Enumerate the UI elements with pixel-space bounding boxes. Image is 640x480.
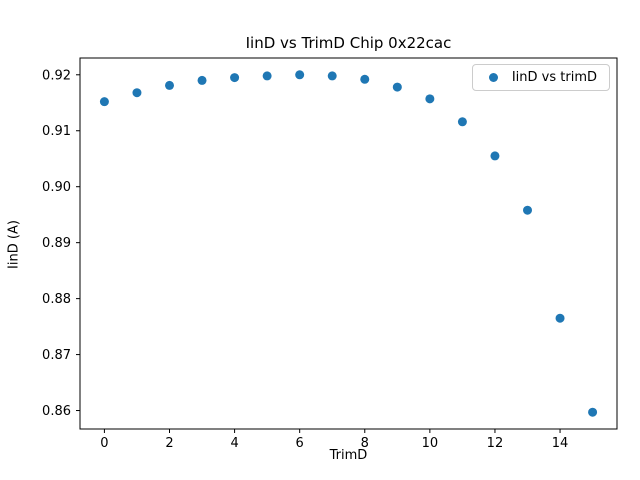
legend-label: IinD vs trimD [511,70,597,85]
x-tick-label: 2 [165,436,173,451]
x-tick-label: 8 [361,436,369,451]
y-tick-label: 0.87 [42,348,71,363]
x-tick-label: 6 [296,436,304,451]
x-tick-label: 14 [552,436,569,451]
y-tick-label: 0.88 [42,292,71,307]
legend: IinD vs trimD [471,64,610,91]
scatter-point [523,205,532,215]
scatter-point [230,73,240,83]
scatter-point [457,117,467,127]
scatter-point [392,82,402,92]
y-tick-label: 0.86 [42,404,71,419]
scatter-point [588,407,598,417]
scatter-point [99,97,109,107]
scatter-point [360,74,370,84]
scatter-point [490,151,500,161]
x-tick-label: 0 [100,436,108,451]
plot-border [79,57,618,430]
scatter-point [197,75,207,85]
scatter-point [132,88,142,98]
legend-marker-icon [488,73,498,82]
y-tick-label: 0.89 [42,236,71,251]
y-tick-label: 0.91 [42,124,71,139]
y-tick-label: 0.92 [42,68,71,83]
x-tick-label: 12 [487,436,504,451]
scatter-point [165,80,174,90]
y-tick-label: 0.90 [42,180,71,195]
x-tick-label: 4 [230,436,238,451]
scatter-point [425,94,435,104]
scatter-point [555,313,565,323]
y-axis-label: IinD (A) [6,220,22,269]
scatter-point [295,70,305,80]
x-tick-label: 10 [422,436,439,451]
chart-title: IinD vs TrimD Chip 0x22cac [245,34,452,52]
scatter-point [327,71,337,81]
scatter-point [262,71,272,81]
x-axis-label: TrimD [329,448,368,463]
